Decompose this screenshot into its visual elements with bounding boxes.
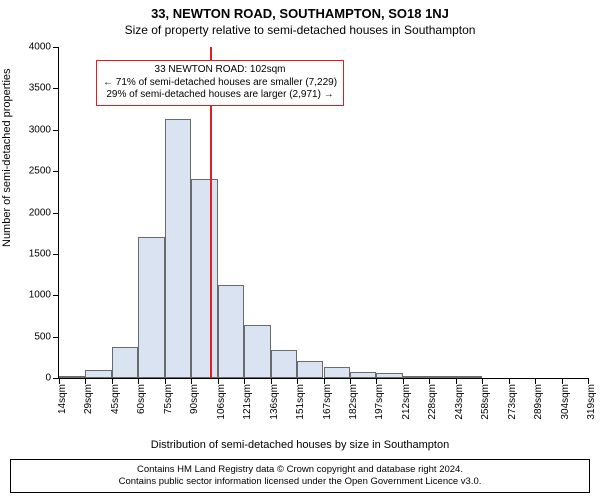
y-axis-label: Number of semi-detached properties [1,233,13,247]
x-axis-label: Distribution of semi-detached houses by … [0,439,600,451]
chart-container: Number of semi-detached properties 05001… [0,41,600,439]
histogram-bar [85,370,111,378]
histogram-bar [429,376,455,378]
footer-attribution: Contains HM Land Registry data © Crown c… [10,459,590,493]
plot-area: 0500100015002000250030003500400014sqm29s… [58,47,588,379]
histogram-bar [218,285,244,379]
histogram-bar [244,325,270,378]
y-tick-label: 0 [45,373,59,384]
y-tick-label: 500 [34,331,59,342]
histogram-bar [376,373,402,378]
y-tick-label: 3000 [29,124,59,135]
y-tick-label: 1000 [29,290,59,301]
histogram-bar [138,237,164,378]
histogram-bar [350,372,376,378]
histogram-bar [271,350,297,378]
y-tick-label: 3500 [29,83,59,94]
chart-title-main: 33, NEWTON ROAD, SOUTHAMPTON, SO18 1NJ [0,0,600,21]
annotation-line: 29% of semi-detached houses are larger (… [103,89,337,102]
y-tick-label: 1500 [29,248,59,259]
annotation-line: ← 71% of semi-detached houses are smalle… [103,77,337,90]
annotation-box: 33 NEWTON ROAD: 102sqm ← 71% of semi-det… [96,60,344,106]
chart-title-sub: Size of property relative to semi-detach… [0,21,600,41]
histogram-bar [191,179,217,378]
y-tick-label: 4000 [29,42,59,53]
histogram-bar [165,119,191,378]
footer-line: Contains HM Land Registry data © Crown c… [15,464,585,476]
footer-line: Contains public sector information licen… [15,476,585,488]
histogram-bar [456,376,482,378]
histogram-bar [324,367,350,378]
histogram-bar [112,347,138,378]
y-tick-label: 2500 [29,166,59,177]
annotation-line: 33 NEWTON ROAD: 102sqm [103,64,337,77]
histogram-bar [403,376,429,378]
y-tick-label: 2000 [29,207,59,218]
histogram-bar [59,376,85,378]
histogram-bar [297,361,323,378]
